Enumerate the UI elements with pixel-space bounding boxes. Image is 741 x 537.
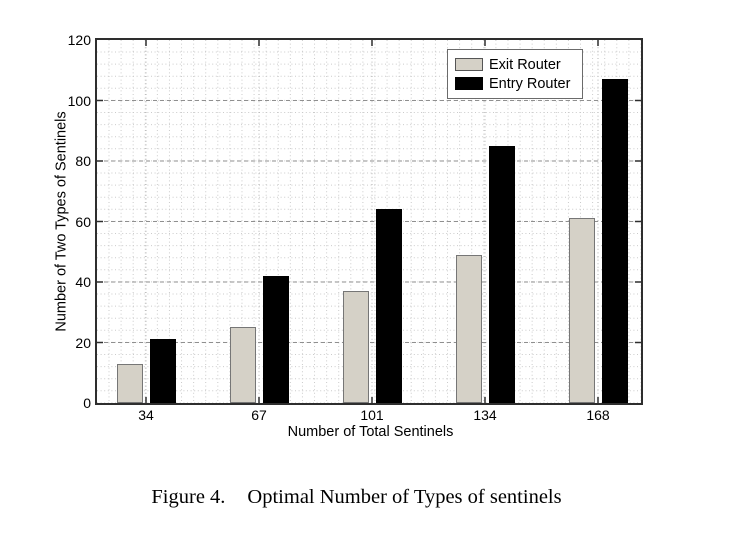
plot-area: Exit Router Entry Router xyxy=(95,38,643,405)
y-tick-label-40: 40 xyxy=(75,274,91,290)
x-tick-label-67: 67 xyxy=(251,407,267,423)
legend-swatch-exit-router xyxy=(455,58,483,71)
x-tick-label-34: 34 xyxy=(138,407,154,423)
legend-swatch-entry-router xyxy=(455,77,483,90)
legend-row-exit: Exit Router xyxy=(455,55,576,74)
bar-exit-router-101 xyxy=(342,291,369,403)
figure-caption: Figure 4. Optimal Number of Types of sent… xyxy=(0,486,727,509)
y-tick-label-0: 0 xyxy=(83,395,91,411)
y-axis-title: Number of Two Types of Sentinels xyxy=(53,111,70,332)
legend-row-entry: Entry Router xyxy=(455,74,576,93)
figure-caption-text: Optimal Number of Types of sentinels xyxy=(247,486,562,508)
y-tick-label-100: 100 xyxy=(67,92,91,109)
bar-entry-router-134 xyxy=(488,145,515,403)
bar-entry-router-101 xyxy=(375,209,402,403)
bar-exit-router-134 xyxy=(455,254,482,403)
bar-exit-router-34 xyxy=(116,363,143,403)
legend: Exit Router Entry Router xyxy=(447,49,583,99)
y-tick-label-20: 20 xyxy=(75,334,91,351)
x-tick-label-134: 134 xyxy=(473,407,497,423)
legend-label-entry-router: Entry Router xyxy=(489,75,571,92)
x-tick-label-101: 101 xyxy=(360,407,384,423)
y-tick-label-60: 60 xyxy=(75,213,91,230)
bar-entry-router-168 xyxy=(601,79,628,403)
bar-exit-router-168 xyxy=(568,218,595,403)
y-tick-label-80: 80 xyxy=(75,153,91,169)
y-tick-label-120: 120 xyxy=(67,32,91,48)
bar-exit-router-67 xyxy=(229,327,256,403)
bar-entry-router-34 xyxy=(149,339,176,403)
x-tick-label-168: 168 xyxy=(586,407,610,423)
legend-label-exit-router: Exit Router xyxy=(489,56,561,73)
x-axis-title: Number of Total Sentinels xyxy=(287,424,454,440)
figure-caption-label: Figure 4. xyxy=(151,486,226,508)
bar-entry-router-67 xyxy=(262,275,289,403)
